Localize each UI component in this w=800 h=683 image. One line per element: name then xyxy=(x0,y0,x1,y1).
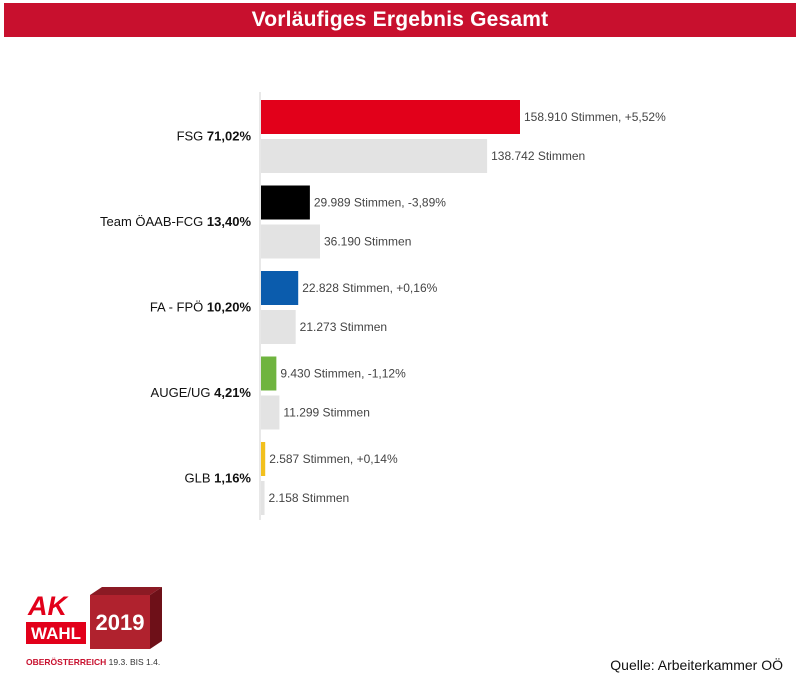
data-label-previous-1: 36.190 Stimmen xyxy=(324,235,411,249)
category-share: 71,02% xyxy=(207,129,252,144)
bar-previous-1 xyxy=(261,224,320,259)
bars-layer: 158.910 Stimmen, +5,52% 138.742 Stimmen FS… xyxy=(100,100,666,515)
category-name: AUGE/UG xyxy=(151,385,215,400)
category-share: 13,40% xyxy=(207,214,252,229)
logo-cube-top xyxy=(90,587,162,595)
bar-2019-2 xyxy=(261,271,299,305)
logo-wahl: WAHL xyxy=(31,624,81,643)
logo-cube-side xyxy=(150,587,162,649)
bar-2019-1 xyxy=(261,185,310,220)
category-name: FA - FPÖ xyxy=(150,300,207,315)
category-name: Team ÖAAB-FCG xyxy=(100,214,207,229)
category-label-0: FSG 71,02% xyxy=(177,129,252,144)
bar-2019-4 xyxy=(261,442,266,476)
category-label-2: FA - FPÖ 10,20% xyxy=(150,300,252,315)
data-label-2019-2: 22.828 Stimmen, +0,16% xyxy=(302,281,437,295)
ak-wahl-logo: 2019 AK WAHL OBERÖSTERREICH 19.3. BIS 1.… xyxy=(26,587,162,667)
source-note: Quelle: Arbeiterkammer OÖ xyxy=(610,657,783,673)
category-share: 10,20% xyxy=(207,300,252,315)
bar-previous-2 xyxy=(261,310,296,344)
bar-previous-3 xyxy=(261,395,280,430)
bar-previous-0 xyxy=(261,139,488,173)
bar-2019-0 xyxy=(261,100,520,134)
data-label-previous-2: 21.273 Stimmen xyxy=(300,320,387,334)
category-label-4: GLB 1,16% xyxy=(185,471,252,486)
category-name: GLB xyxy=(185,471,215,486)
logo-wahl-box xyxy=(26,622,86,644)
data-label-previous-0: 138.742 Stimmen xyxy=(491,149,585,163)
data-label-previous-4: 2.158 Stimmen xyxy=(269,491,350,505)
chart-title: Vorläufiges Ergebnis Gesamt xyxy=(4,3,796,37)
logo-cube-front xyxy=(90,595,150,649)
data-label-2019-1: 29.989 Stimmen, -3,89% xyxy=(314,196,446,210)
logo-ak: AK xyxy=(27,591,69,621)
category-name: FSG xyxy=(177,129,207,144)
category-label-3: AUGE/UG 4,21% xyxy=(151,385,252,400)
logo-year: 2019 xyxy=(96,610,145,635)
bar-previous-4 xyxy=(261,481,265,515)
data-label-previous-3: 11.299 Stimmen xyxy=(283,406,370,420)
data-label-2019-3: 9.430 Stimmen, -1,12% xyxy=(280,367,406,381)
category-share: 4,21% xyxy=(214,385,251,400)
data-label-2019-4: 2.587 Stimmen, +0,14% xyxy=(269,452,398,466)
logo-region: OBERÖSTERREICH 19.3. BIS 1.4. xyxy=(26,657,160,667)
category-share: 1,16% xyxy=(214,471,251,486)
data-label-2019-0: 158.910 Stimmen, +5,52% xyxy=(524,110,666,124)
bar-2019-3 xyxy=(261,356,277,391)
category-label-1: Team ÖAAB-FCG 13,40% xyxy=(100,214,251,229)
